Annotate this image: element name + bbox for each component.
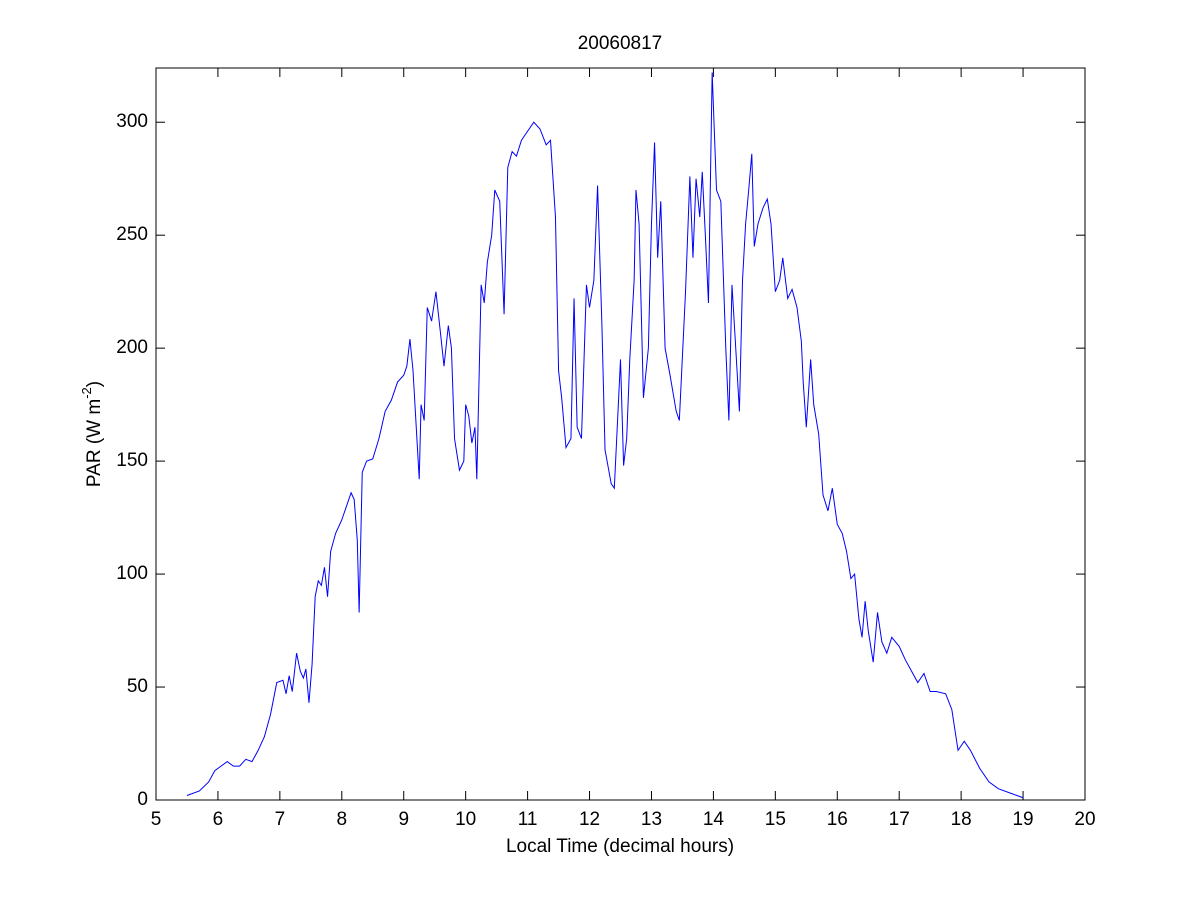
x-tick-label: 14 <box>703 809 725 830</box>
x-tick-label: 6 <box>213 809 224 830</box>
x-tick-label: 16 <box>827 809 848 830</box>
y-axis-label-part: ) <box>84 381 105 387</box>
y-axis-label-part: PAR (W m <box>84 399 105 487</box>
y-tick-label: 250 <box>116 224 148 245</box>
y-tick-label: 100 <box>116 563 148 584</box>
y-axis-label-sup: -2 <box>79 387 94 399</box>
x-axis-label: Local Time (decimal hours) <box>506 836 734 857</box>
y-tick-label: 150 <box>116 450 148 471</box>
x-tick-label: 13 <box>641 809 662 830</box>
x-tick-label: 5 <box>151 809 162 830</box>
y-axis-label: PAR (W m-2) <box>79 381 105 487</box>
x-tick-label: 12 <box>579 809 600 830</box>
data-line <box>186 72 1024 799</box>
x-tick-label: 17 <box>889 809 910 830</box>
x-tick-label: 15 <box>765 809 786 830</box>
y-tick-label: 50 <box>127 676 148 697</box>
x-tick-label: 9 <box>398 809 409 830</box>
x-tick-label: 20 <box>1074 809 1095 830</box>
x-tick-label: 8 <box>337 809 348 830</box>
x-tick-label: 10 <box>455 809 476 830</box>
x-tick-label: 19 <box>1012 809 1033 830</box>
y-tick-label: 0 <box>137 789 148 810</box>
x-tick-label: 11 <box>518 809 538 830</box>
y-tick-label: 200 <box>116 337 148 358</box>
x-tick-label: 7 <box>275 809 286 830</box>
plot-area <box>155 67 1086 801</box>
chart-title: 20060817 <box>578 33 663 54</box>
y-tick-label: 300 <box>116 111 148 132</box>
x-tick-label: 18 <box>951 809 972 830</box>
